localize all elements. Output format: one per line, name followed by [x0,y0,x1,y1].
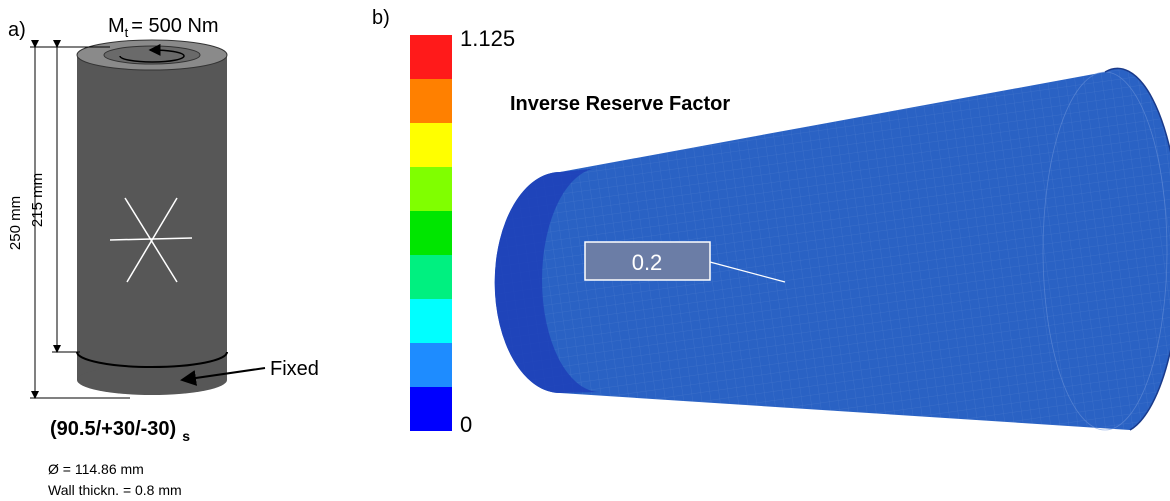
diameter: Ø = 114.86 mm [48,461,144,477]
figure: a) Mt= 500 Nm 250 mm 215 mm Fixed (90.5/… [0,0,1170,501]
support-label: Fixed [270,358,319,380]
torque-symbol: M [108,15,125,37]
torque-label: Mt= 500 Nm [108,15,219,40]
panel-label: a) [8,19,26,41]
total-length: 250 mm [7,196,24,250]
torque-text: = 500 Nm [131,15,218,37]
torque-subscript: t [125,25,129,40]
scale-max: 1.125 [460,26,515,51]
wall-thickness: Wall thickn. = 0.8 mm [48,482,182,498]
scale-min: 0 [460,412,472,437]
colorbar [410,35,452,431]
panel-label: b) [372,7,390,29]
layup-text: (90.5/+30/-30) [50,418,176,440]
cylinder [77,40,227,395]
callout-value: 0.2 [632,250,663,275]
plot-title: Inverse Reserve Factor [510,93,730,115]
free-length: 215 mm [29,173,46,227]
layup-subscript: s [182,428,190,444]
layup: (90.5/+30/-30) s [50,418,190,444]
